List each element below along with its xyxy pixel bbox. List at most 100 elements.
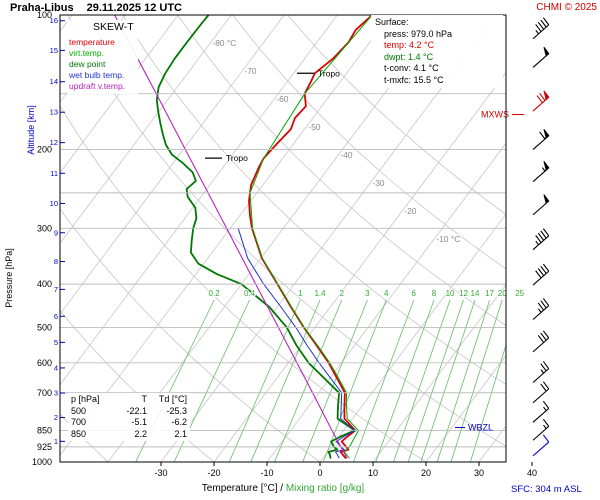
pressure-tick-label: 1000	[32, 457, 52, 467]
wind-barb	[532, 129, 550, 150]
altitude-tick-label: 12	[50, 138, 58, 147]
updraft_virt_temp-curve	[114, 15, 348, 459]
wind-barb	[532, 418, 550, 441]
isotherm-label: -70	[244, 66, 257, 76]
wind-barb-feather	[540, 230, 547, 239]
wind-barb-feather	[540, 383, 547, 392]
wind-barb	[532, 330, 550, 353]
mixing-ratio-line	[469, 343, 506, 462]
temperature-tick-label: 40	[527, 468, 537, 478]
mixing-ratio-label: 2	[340, 289, 345, 298]
wind-barb-half-feather	[537, 308, 542, 313]
wind-barb-staff	[532, 270, 550, 286]
isotherm-line	[60, 15, 285, 315]
wind-barb-feather	[540, 19, 547, 28]
mixing-ratio-label: 3	[365, 289, 370, 298]
surface-tconv: t-conv: 4.1 °C	[384, 63, 439, 73]
temperature-tick-label: 30	[474, 468, 484, 478]
isotherm-line	[60, 15, 338, 386]
wind-barb-half-feather	[540, 369, 545, 374]
level-table-row: 700 -5.1 -6.2	[71, 417, 187, 427]
wind-barb-half-feather	[543, 424, 547, 429]
isotherm-line	[266, 142, 506, 462]
x-axis-caption: Temperature [°C] / Mixing ratio [g/kg]	[60, 483, 506, 494]
legend-item-temperature: temperature	[69, 37, 115, 47]
wind-barb-staff	[532, 425, 550, 441]
wind-barb-flag	[543, 46, 550, 57]
pressure-axis-label: Pressure [hPa]	[4, 248, 14, 308]
tropopause-label: Tropo	[318, 68, 340, 78]
x-axis-caption-temperature: Temperature [°C] /	[201, 483, 284, 494]
isotherm-label: -40	[340, 150, 353, 160]
wind-barb-half-feather	[535, 29, 539, 35]
max-wind-barb	[532, 90, 550, 112]
legend-item-wet-bulb: wet bulb temp.	[69, 70, 125, 80]
level-table-row: 500 -22.1 -25.3	[71, 405, 187, 416]
wind-barb-staff	[532, 235, 550, 251]
wind-barb	[532, 298, 550, 320]
legend-item-dew-point: dew point	[69, 59, 106, 69]
altitude-tick-label: 16	[50, 16, 58, 25]
mixing-ratio-line	[420, 299, 476, 462]
temperature-tick-label: -20	[207, 468, 220, 478]
pressure-tick-label: 400	[37, 279, 52, 289]
wind-barb-feather	[542, 434, 550, 443]
altitude-axis-label: Altitude [km]	[26, 105, 36, 155]
mixing-ratio-label: 25	[515, 289, 524, 298]
surface-temp: temp: 4.2 °C	[384, 40, 435, 50]
wind-barb-flag	[543, 161, 550, 171]
plot-border	[59, 14, 507, 463]
temperature-tick-label: -30	[154, 468, 167, 478]
wind-barb-feather	[542, 400, 550, 409]
temperature-tick-label: 20	[421, 468, 431, 478]
sfc-elevation-label: SFC: 304 m ASL	[511, 484, 582, 495]
altitude-tick-label: 1	[54, 437, 58, 446]
pressure-tick-label: 200	[37, 145, 52, 155]
isotherm-label: -50	[308, 122, 321, 132]
wbzl-label: WBZL	[468, 422, 493, 432]
wind-barb-staff	[532, 368, 550, 383]
wind-barb-feather	[537, 21, 545, 30]
wet_bulb-curve	[237, 227, 356, 459]
wind-barb-feather	[537, 334, 545, 343]
surface-dwpt: dwpt: 1.4 °C	[384, 51, 434, 62]
pressure-tick-label: 925	[37, 442, 52, 452]
mixing-ratio-label: 20	[498, 289, 507, 298]
wind-barb	[532, 263, 550, 286]
x-axis-caption-mixing-ratio: Mixing ratio [g/kg]	[285, 483, 365, 494]
wind-barb-feather	[542, 17, 550, 26]
isotherm-line	[319, 213, 506, 462]
tropopause-label: Tropo	[226, 153, 248, 163]
copyright-link[interactable]: CHMI © 2025	[536, 2, 597, 13]
isotherm-line	[107, 15, 444, 462]
pressure-tick-label: 700	[37, 388, 52, 398]
legend-item-updraft: updraft v.temp.	[69, 81, 126, 91]
wind-barb-feather	[539, 131, 546, 140]
wind-barb-staff	[532, 305, 550, 320]
wind-barb-feather	[542, 418, 550, 427]
altitude-tick-label: 13	[50, 108, 58, 117]
pressure-tick-label: 850	[37, 425, 52, 435]
wind-barb	[532, 161, 550, 183]
altitude-tick-label: 2	[54, 413, 58, 422]
altitude-tick-label: 7	[54, 285, 58, 294]
wind-barb-feather	[540, 332, 547, 341]
mxws-label: MXWS	[481, 110, 509, 120]
wind-barb-feather	[535, 270, 542, 279]
wind-barb	[532, 17, 550, 40]
wind-barb-feather	[540, 363, 547, 372]
surface-info-box: Surface: press: 979.0 hPa temp: 4.2 °C d…	[371, 15, 503, 88]
wind-barb-feather	[535, 235, 542, 243]
wind-barb-flag	[543, 90, 550, 101]
mixing-ratio-label: 0.4	[244, 289, 256, 298]
altitude-tick-label: 14	[50, 77, 58, 86]
mixing-ratio-label: 12	[459, 289, 468, 298]
isotherm-line	[425, 354, 506, 462]
wind-barb-staff	[532, 24, 550, 40]
wind-barb	[532, 228, 550, 251]
level-table: p [hPa] T Td [°C] 500 -22.1 -25.3 700 -5…	[68, 393, 190, 441]
mixing-ratio-line	[393, 299, 451, 462]
level-table-row: 850 2.2 2.1	[71, 428, 187, 439]
wind-barb-half-feather	[535, 240, 539, 246]
